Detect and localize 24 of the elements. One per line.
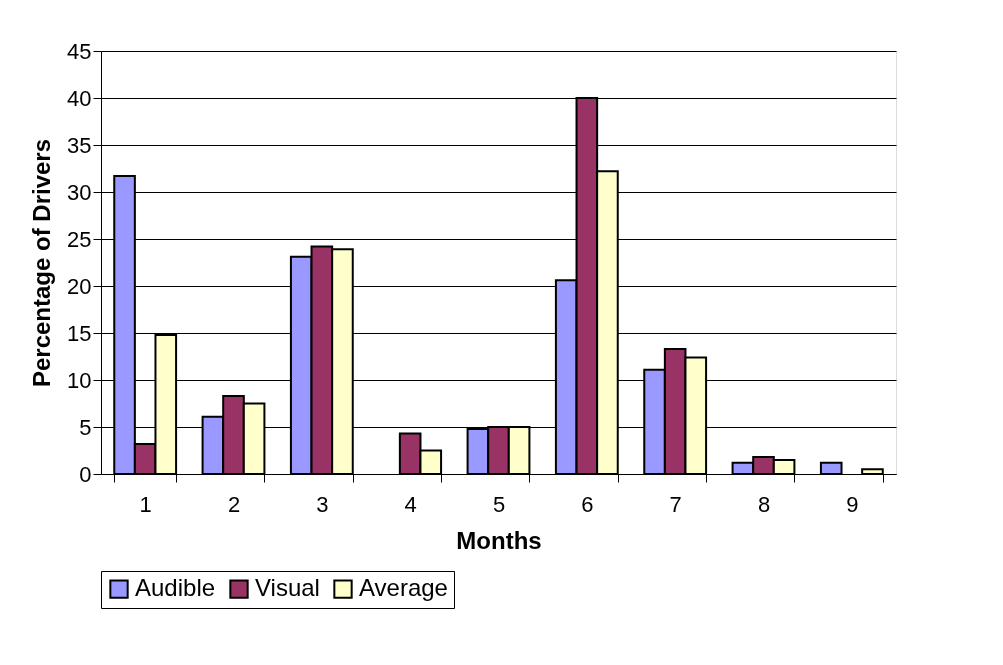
x-tick-label: 9 [846, 491, 859, 517]
x-tick-label: 2 [227, 491, 241, 517]
x-tick-label: 6 [581, 491, 594, 517]
y-tick-label: 15 [67, 320, 92, 346]
x-tick-label: 3 [316, 491, 329, 517]
y-tick-label: 45 [67, 38, 92, 64]
y-tick-label: 0 [79, 461, 92, 487]
y-tick-label: 25 [67, 226, 92, 252]
x-tick-label: 5 [492, 491, 506, 517]
y-axis-title: Percentage of Drivers [28, 138, 56, 388]
legend-label: Visual [255, 574, 320, 602]
legend-label: Audible [135, 574, 216, 602]
y-tick-label: 30 [67, 179, 92, 205]
x-tick-label: 7 [669, 491, 682, 517]
y-tick-label: 20 [67, 273, 92, 299]
y-tick-label: 10 [67, 367, 92, 393]
legend-label: Average [359, 574, 448, 602]
x-tick-label: 8 [757, 491, 771, 517]
y-tick-label: 35 [67, 132, 92, 158]
x-tick-label: 4 [404, 491, 417, 517]
y-tick-label: 40 [67, 85, 92, 111]
x-axis-title: Months [456, 526, 542, 554]
y-tick-label: 5 [79, 414, 92, 440]
x-tick-label: 1 [139, 491, 152, 517]
